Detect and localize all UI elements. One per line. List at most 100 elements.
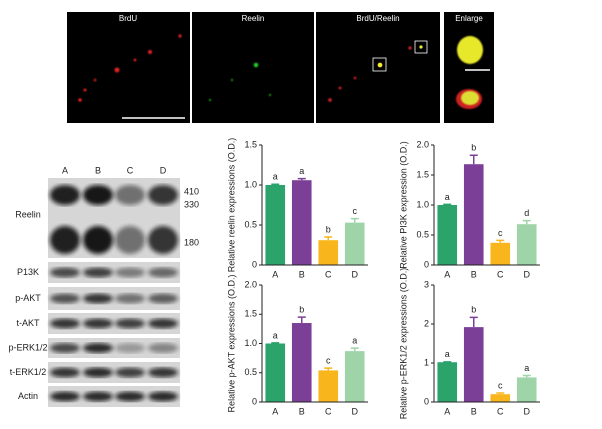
band	[50, 367, 80, 378]
panel-label: BrdU	[119, 14, 137, 23]
band	[148, 391, 178, 402]
bar	[291, 180, 312, 265]
significance-letter: c	[498, 380, 503, 390]
band	[148, 185, 178, 205]
band	[83, 226, 113, 254]
bar	[344, 351, 365, 402]
bar	[516, 224, 537, 265]
y-axis-label: Relative PI3K expression (O.D.)	[398, 141, 408, 269]
x-tick-label: D	[524, 269, 531, 279]
x-tick-label: C	[325, 269, 332, 279]
significance-letter: a	[445, 192, 450, 202]
marker-label: 410	[184, 186, 199, 196]
bar	[516, 377, 537, 402]
y-tick-label: 1.5	[244, 139, 257, 149]
bar	[318, 240, 339, 265]
y-axis-label: Relative p-ERK1/2 expressions (O.D.)	[398, 268, 408, 420]
significance-letter: a	[524, 363, 529, 373]
significance-letter: b	[326, 224, 331, 234]
bar	[344, 222, 365, 265]
y-tick-label: 0	[424, 396, 429, 406]
error-bar	[324, 367, 333, 371]
lane-label: A	[62, 165, 68, 175]
error-bar	[469, 316, 478, 328]
y-axis-label: Relative p-AKT expressions (O.D.)	[226, 275, 236, 413]
error-bar	[522, 219, 531, 225]
bar	[291, 323, 312, 402]
error-bar	[297, 177, 306, 181]
panel-label: BrdU/Reelin	[356, 14, 399, 23]
error-bar	[271, 183, 280, 185]
y-axis-label: Relative reelin expressions (O.D.)	[226, 138, 236, 273]
y-tick-label: 1.0	[416, 199, 429, 209]
error-bar	[350, 217, 359, 223]
row-label: Reelin	[15, 209, 41, 219]
y-tick-label: 0.5	[416, 229, 429, 239]
band	[115, 226, 145, 254]
error-bar	[496, 239, 505, 243]
x-tick-label: A	[444, 269, 450, 279]
band	[50, 226, 80, 254]
bar	[463, 327, 484, 402]
row-label: p-AKT	[15, 293, 41, 303]
x-tick-label: D	[352, 269, 359, 279]
band	[83, 391, 113, 402]
error-bar	[522, 374, 531, 378]
bar	[490, 394, 511, 402]
band	[83, 318, 113, 329]
blot-strip	[48, 386, 180, 407]
blot-strip	[48, 287, 180, 310]
band	[83, 343, 113, 353]
band	[83, 267, 113, 278]
axis	[433, 145, 540, 266]
x-tick-label: C	[497, 269, 504, 279]
band	[115, 293, 145, 304]
significance-letter: a	[273, 330, 278, 340]
marker-label: 330	[184, 199, 199, 209]
x-tick-label: C	[325, 406, 332, 416]
band	[115, 367, 145, 378]
x-tick-label: D	[524, 406, 531, 416]
y-tick-label: 0	[424, 259, 429, 269]
band	[148, 293, 178, 304]
bar	[437, 362, 458, 402]
band	[50, 318, 80, 329]
y-tick-label: 1.0	[244, 338, 257, 348]
band	[50, 343, 80, 353]
y-tick-label: 0	[252, 259, 257, 269]
blot-strip	[48, 338, 180, 358]
band	[50, 267, 80, 278]
blot-strip	[48, 362, 180, 383]
y-tick-label: 2.0	[244, 279, 257, 289]
significance-letter: d	[524, 208, 529, 218]
significance-letter: c	[498, 228, 503, 238]
x-tick-label: A	[272, 269, 278, 279]
band	[83, 293, 113, 304]
bar	[265, 185, 286, 265]
x-tick-label: B	[471, 269, 477, 279]
x-tick-label: C	[497, 406, 504, 416]
y-tick-label: 3	[424, 279, 429, 289]
bar	[265, 343, 286, 402]
band	[50, 391, 80, 402]
significance-letter: c	[326, 355, 331, 365]
error-bar	[297, 316, 306, 324]
lane-label: B	[95, 165, 101, 175]
band	[115, 391, 145, 402]
western-blot: A B C D Reelin P13K p-AKT t-AKT p-ERK1/2 t-ERK1/2…	[8, 165, 199, 407]
panel-label: Enlarge	[455, 14, 483, 23]
significance-letter: a	[445, 349, 450, 359]
significance-letter: b	[471, 143, 476, 153]
panel	[67, 12, 190, 123]
row-label: p-ERK1/2	[8, 342, 47, 352]
marker-label: 180	[184, 237, 199, 247]
significance-letter: b	[299, 305, 304, 315]
panel	[316, 12, 440, 123]
significance-letter: a	[273, 172, 278, 182]
x-tick-label: A	[272, 406, 278, 416]
y-tick-label: 2.0	[416, 139, 429, 149]
x-tick-label: A	[444, 406, 450, 416]
x-tick-label: B	[299, 269, 305, 279]
significance-letter: a	[352, 336, 357, 346]
